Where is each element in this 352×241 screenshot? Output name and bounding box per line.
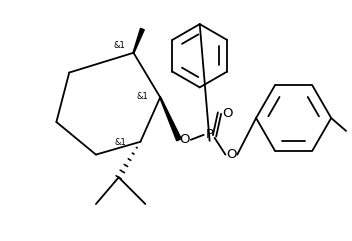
Text: P: P <box>206 128 214 141</box>
Text: O: O <box>180 133 190 146</box>
Text: O: O <box>226 148 237 161</box>
Polygon shape <box>133 28 144 53</box>
Text: &1: &1 <box>115 138 126 147</box>
Text: &1: &1 <box>137 92 148 101</box>
Text: O: O <box>222 107 233 120</box>
Polygon shape <box>160 97 181 141</box>
Text: &1: &1 <box>114 41 126 50</box>
